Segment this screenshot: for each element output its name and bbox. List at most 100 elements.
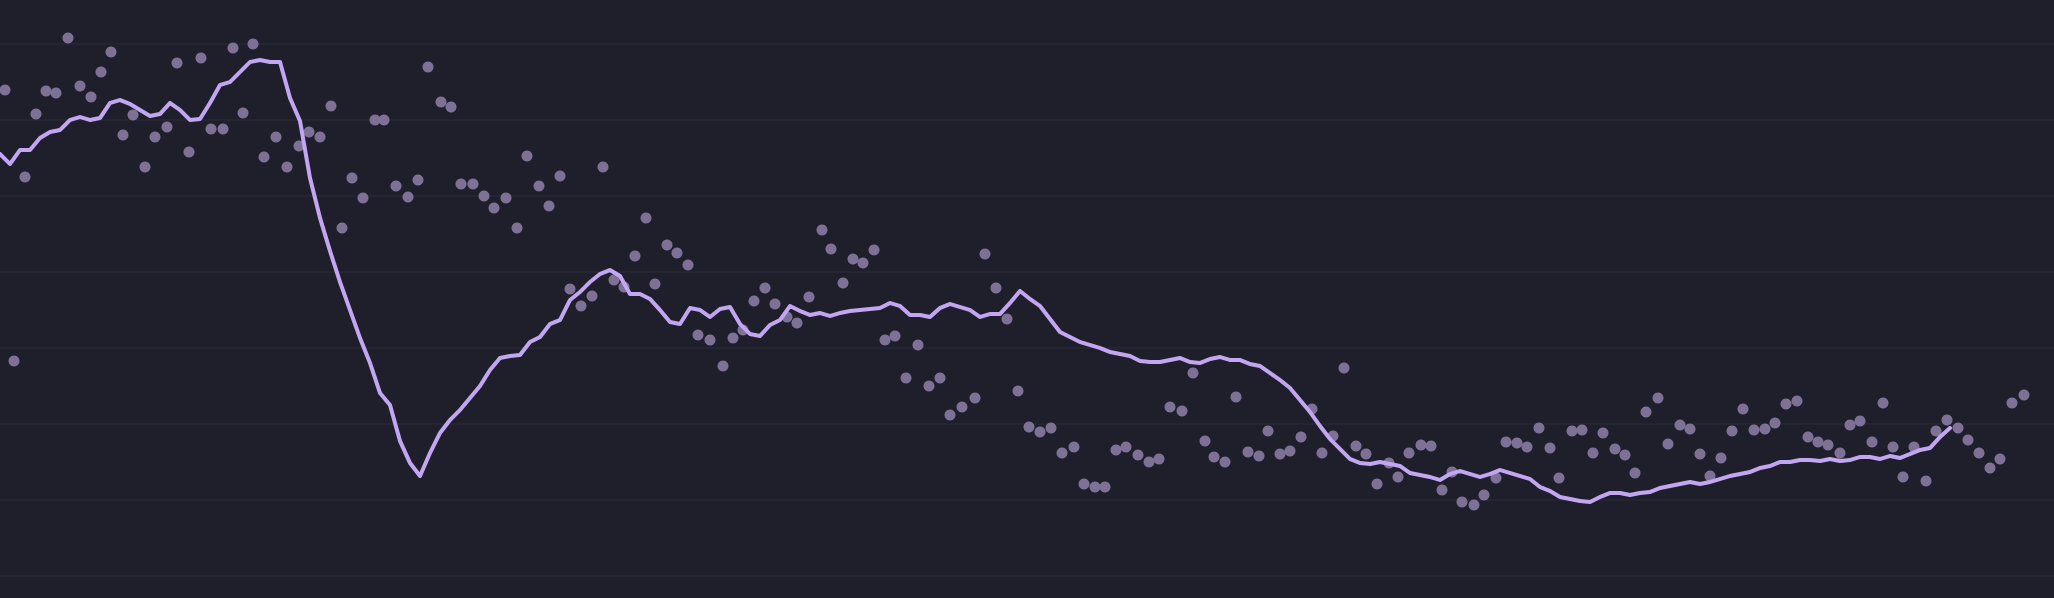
data-point	[1576, 424, 1588, 436]
data-point	[608, 274, 620, 286]
data-point	[847, 253, 859, 265]
data-point	[671, 247, 683, 259]
data-point	[325, 100, 337, 112]
data-point	[1941, 414, 1953, 426]
data-point	[1597, 427, 1609, 439]
data-point	[1295, 431, 1307, 443]
data-point	[1219, 456, 1231, 468]
data-point	[1371, 478, 1383, 490]
data-point	[825, 243, 837, 255]
data-point	[270, 131, 282, 143]
data-point	[357, 192, 369, 204]
data-point	[575, 300, 587, 312]
data-point	[543, 200, 555, 212]
data-point	[1822, 439, 1834, 451]
data-point	[1490, 472, 1502, 484]
data-point	[682, 259, 694, 271]
trend-line	[0, 58, 1952, 504]
data-point	[293, 140, 305, 152]
data-point	[346, 172, 358, 184]
data-point	[1994, 453, 2006, 465]
data-point	[1253, 450, 1265, 462]
data-point	[1099, 481, 1111, 493]
data-point	[769, 298, 781, 310]
data-point	[1132, 449, 1144, 461]
data-point	[1199, 435, 1211, 447]
data-point	[149, 131, 161, 143]
data-point	[990, 282, 1002, 294]
data-point	[1500, 436, 1512, 448]
data-point	[237, 107, 249, 119]
data-point	[640, 212, 652, 224]
data-point	[692, 329, 704, 341]
data-point	[1759, 423, 1771, 435]
data-point	[500, 192, 512, 204]
data-point	[1274, 448, 1286, 460]
data-point	[1089, 481, 1101, 493]
data-point	[127, 109, 139, 121]
data-point	[1521, 441, 1533, 453]
data-point	[1866, 436, 1878, 448]
data-point	[205, 123, 217, 135]
data-point	[649, 278, 661, 290]
data-point	[1533, 422, 1545, 434]
data-point	[105, 46, 117, 58]
data-point	[1110, 444, 1122, 456]
data-point	[1726, 425, 1738, 437]
data-point	[1164, 401, 1176, 413]
data-point	[1854, 415, 1866, 427]
data-point	[1478, 489, 1490, 501]
data-point	[378, 114, 390, 126]
data-point	[1143, 456, 1155, 468]
data-point	[50, 87, 62, 99]
data-point	[1684, 423, 1696, 435]
data-point	[704, 334, 716, 346]
data-point	[1566, 425, 1578, 437]
data-point	[1844, 419, 1856, 431]
data-point	[923, 380, 935, 392]
data-point	[390, 180, 402, 192]
data-point	[1962, 434, 1974, 446]
data-point	[1068, 441, 1080, 453]
data-point	[1208, 451, 1220, 463]
data-point	[629, 250, 641, 262]
data-point	[1952, 422, 1964, 434]
data-point	[445, 101, 457, 113]
data-point	[1769, 417, 1781, 429]
data-point	[879, 334, 891, 346]
data-point	[336, 222, 348, 234]
data-point	[748, 295, 760, 307]
data-point	[1834, 447, 1846, 459]
data-point	[1425, 440, 1437, 452]
data-point	[1812, 436, 1824, 448]
data-point	[435, 96, 447, 108]
data-point	[183, 146, 195, 158]
data-point	[944, 409, 956, 421]
data-point	[195, 52, 207, 64]
data-point	[837, 277, 849, 289]
data-point	[1748, 424, 1760, 436]
data-point	[478, 190, 490, 202]
data-point	[1887, 441, 1899, 453]
data-point	[1056, 447, 1068, 459]
data-point	[19, 171, 31, 183]
data-point	[969, 392, 981, 404]
data-point	[1176, 405, 1188, 417]
data-point	[956, 401, 968, 413]
data-point	[661, 239, 673, 251]
data-point	[139, 161, 151, 173]
data-point	[1674, 419, 1686, 431]
data-point	[1640, 406, 1652, 418]
data-point	[1415, 439, 1427, 451]
data-point	[0, 84, 11, 96]
trend-line-group	[0, 58, 1952, 504]
data-point	[564, 283, 576, 295]
data-point	[171, 57, 183, 69]
data-point	[717, 360, 729, 372]
data-point	[227, 42, 239, 54]
data-point	[900, 372, 912, 384]
data-point	[554, 170, 566, 182]
data-point	[1045, 422, 1057, 434]
